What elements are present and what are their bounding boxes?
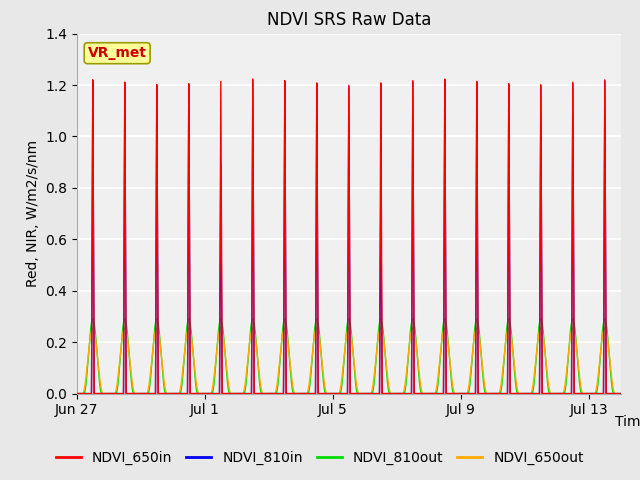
Legend: NDVI_650in, NDVI_810in, NDVI_810out, NDVI_650out: NDVI_650in, NDVI_810in, NDVI_810out, NDV…	[51, 445, 589, 471]
Title: NDVI SRS Raw Data: NDVI SRS Raw Data	[267, 11, 431, 29]
X-axis label: Time: Time	[614, 415, 640, 429]
Y-axis label: Red, NIR, W/m2/s/nm: Red, NIR, W/m2/s/nm	[26, 140, 40, 287]
Text: VR_met: VR_met	[88, 46, 147, 60]
